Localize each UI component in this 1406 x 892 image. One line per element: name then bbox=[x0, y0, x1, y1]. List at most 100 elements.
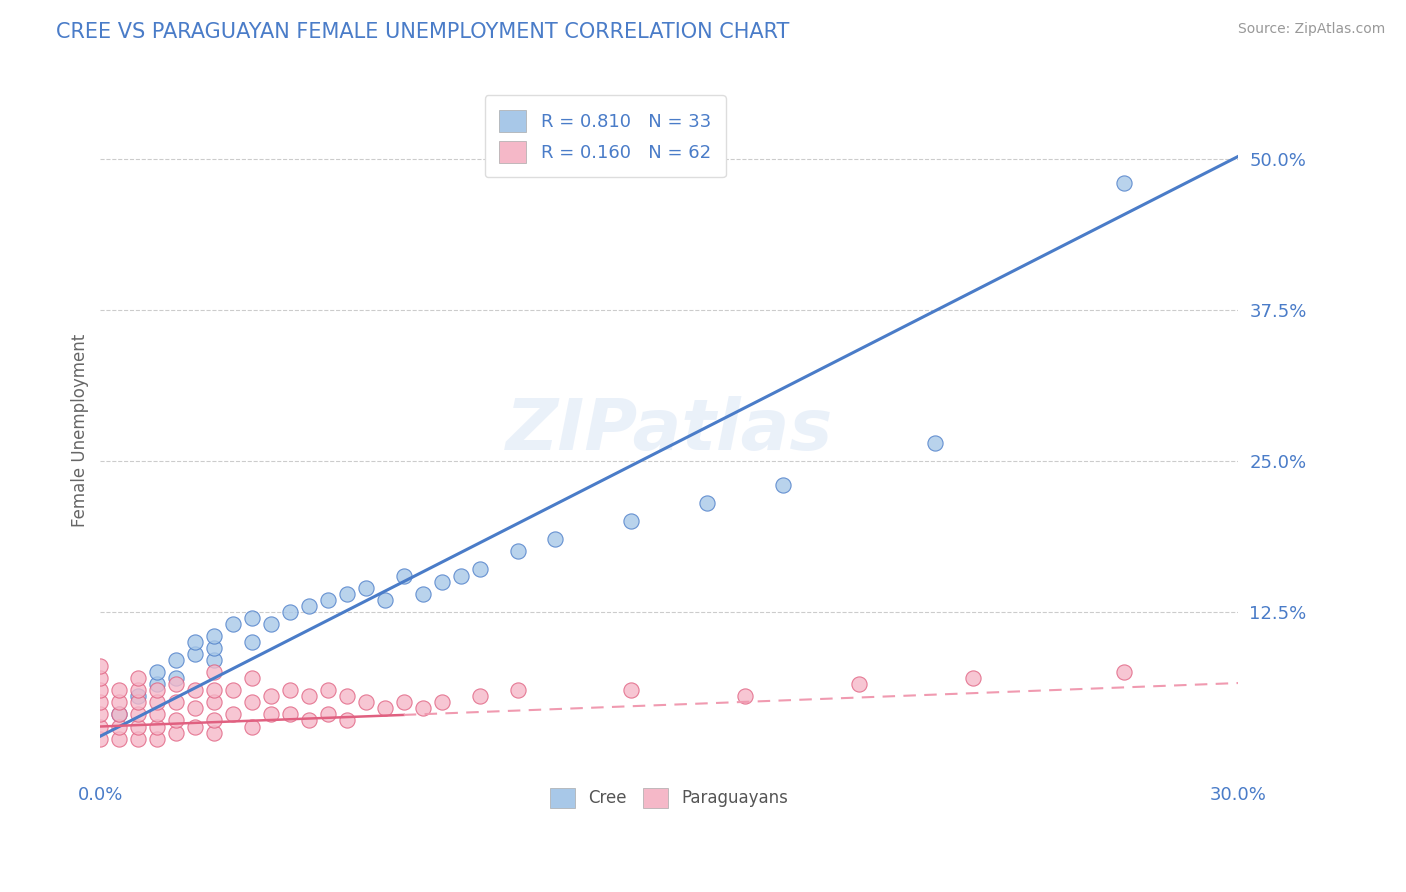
Point bbox=[240, 635, 263, 649]
Point bbox=[146, 695, 169, 709]
Point bbox=[222, 707, 245, 722]
Point bbox=[1114, 176, 1136, 190]
Point bbox=[165, 677, 187, 691]
Point bbox=[298, 599, 321, 613]
Point bbox=[354, 581, 377, 595]
Point bbox=[222, 683, 245, 698]
Point bbox=[108, 707, 131, 722]
Point bbox=[374, 701, 396, 715]
Point bbox=[184, 647, 207, 661]
Point bbox=[127, 671, 149, 685]
Point bbox=[165, 653, 187, 667]
Point bbox=[260, 616, 283, 631]
Point bbox=[430, 695, 453, 709]
Legend: Cree, Paraguayans: Cree, Paraguayans bbox=[543, 781, 796, 814]
Point bbox=[146, 731, 169, 746]
Point bbox=[412, 587, 434, 601]
Point bbox=[962, 671, 984, 685]
Y-axis label: Female Unemployment: Female Unemployment bbox=[72, 334, 89, 527]
Point bbox=[165, 671, 187, 685]
Point bbox=[202, 725, 225, 739]
Point bbox=[202, 683, 225, 698]
Point bbox=[450, 568, 472, 582]
Point bbox=[146, 665, 169, 680]
Point bbox=[108, 683, 131, 698]
Point bbox=[89, 695, 111, 709]
Point bbox=[336, 714, 359, 728]
Point bbox=[146, 707, 169, 722]
Point bbox=[184, 719, 207, 733]
Point bbox=[772, 478, 794, 492]
Point bbox=[278, 707, 301, 722]
Point bbox=[316, 592, 339, 607]
Point bbox=[696, 496, 718, 510]
Point bbox=[734, 690, 756, 704]
Point bbox=[620, 683, 643, 698]
Point bbox=[165, 695, 187, 709]
Point bbox=[468, 562, 491, 576]
Point bbox=[316, 683, 339, 698]
Point bbox=[468, 690, 491, 704]
Point bbox=[127, 707, 149, 722]
Point bbox=[89, 659, 111, 673]
Point bbox=[278, 605, 301, 619]
Text: Source: ZipAtlas.com: Source: ZipAtlas.com bbox=[1237, 22, 1385, 37]
Point bbox=[260, 690, 283, 704]
Point bbox=[127, 719, 149, 733]
Point bbox=[202, 665, 225, 680]
Point bbox=[89, 683, 111, 698]
Point bbox=[222, 616, 245, 631]
Point bbox=[127, 731, 149, 746]
Point bbox=[89, 671, 111, 685]
Point bbox=[108, 707, 131, 722]
Point bbox=[336, 690, 359, 704]
Point bbox=[298, 714, 321, 728]
Point bbox=[374, 592, 396, 607]
Point bbox=[127, 695, 149, 709]
Point bbox=[146, 677, 169, 691]
Point bbox=[108, 695, 131, 709]
Point bbox=[202, 653, 225, 667]
Point bbox=[278, 683, 301, 698]
Point bbox=[848, 677, 870, 691]
Text: ZIPatlas: ZIPatlas bbox=[506, 396, 832, 465]
Point bbox=[146, 683, 169, 698]
Point bbox=[506, 683, 529, 698]
Point bbox=[392, 568, 415, 582]
Point bbox=[89, 731, 111, 746]
Point bbox=[184, 635, 207, 649]
Point bbox=[108, 731, 131, 746]
Point bbox=[354, 695, 377, 709]
Point bbox=[165, 714, 187, 728]
Point bbox=[202, 695, 225, 709]
Point bbox=[89, 719, 111, 733]
Point bbox=[146, 719, 169, 733]
Point bbox=[392, 695, 415, 709]
Point bbox=[240, 719, 263, 733]
Point bbox=[240, 671, 263, 685]
Point bbox=[1114, 665, 1136, 680]
Point bbox=[240, 695, 263, 709]
Point bbox=[165, 725, 187, 739]
Point bbox=[620, 514, 643, 528]
Point bbox=[544, 533, 567, 547]
Point bbox=[184, 683, 207, 698]
Point bbox=[506, 544, 529, 558]
Point bbox=[127, 690, 149, 704]
Point bbox=[430, 574, 453, 589]
Point bbox=[298, 690, 321, 704]
Point bbox=[202, 629, 225, 643]
Point bbox=[316, 707, 339, 722]
Point bbox=[202, 714, 225, 728]
Point bbox=[127, 683, 149, 698]
Point bbox=[202, 640, 225, 655]
Point bbox=[412, 701, 434, 715]
Point bbox=[260, 707, 283, 722]
Point bbox=[924, 435, 946, 450]
Text: CREE VS PARAGUAYAN FEMALE UNEMPLOYMENT CORRELATION CHART: CREE VS PARAGUAYAN FEMALE UNEMPLOYMENT C… bbox=[56, 22, 790, 42]
Point bbox=[108, 719, 131, 733]
Point bbox=[89, 707, 111, 722]
Point bbox=[240, 611, 263, 625]
Point bbox=[184, 701, 207, 715]
Point bbox=[336, 587, 359, 601]
